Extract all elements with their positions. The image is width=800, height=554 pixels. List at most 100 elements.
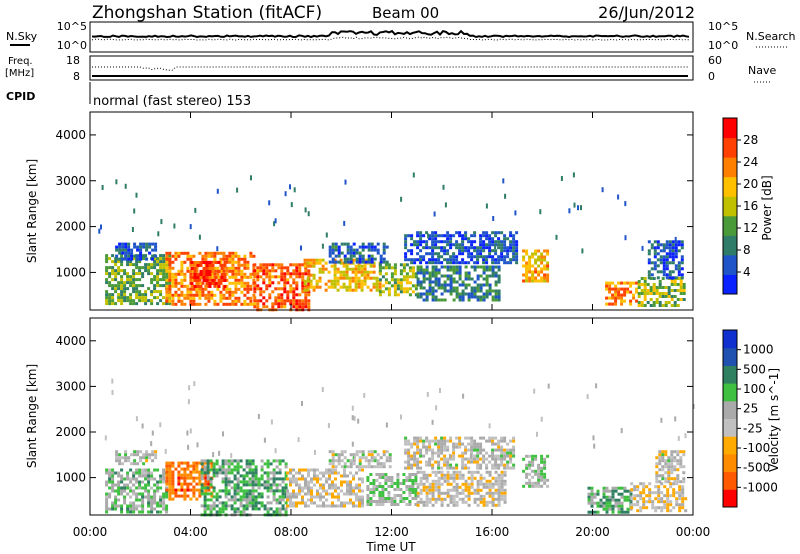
velocity-cell [278,501,282,505]
velocity-cell [138,474,142,478]
velocity-cell [245,465,249,469]
power-cell [455,268,459,272]
power-cell [138,266,142,270]
velocity-cell [446,491,450,495]
velocity-cell [171,476,175,480]
power-cell [608,290,612,294]
velocity-cell [209,507,213,511]
power-cell [624,201,627,207]
velocity-cell [313,483,316,487]
power-cell [123,272,127,276]
power-cell [246,287,250,291]
velocity-cell [633,485,637,489]
velocity-cell [260,483,264,487]
power-cell [614,284,618,288]
velocity-cell [534,484,538,488]
velocity-cell [372,488,376,491]
power-cell [555,234,558,240]
power-cell [168,287,172,291]
velocity-cell [679,456,683,460]
nsky-panel: N.Sky 10^5 10^0 10^5 10^0 N.Search [6,20,796,53]
velocity-cell [464,494,468,498]
velocity-cell [500,476,504,480]
velocity-cell [135,507,139,511]
power-cell [127,251,131,255]
velocity-cell [648,494,652,498]
power-cell [168,263,172,267]
velocity-cell [425,436,429,440]
power-cell [446,249,450,253]
velocity-cell [476,454,480,458]
velocity-cell [642,503,646,507]
power-cell [419,280,423,284]
power-cell [677,270,681,274]
velocity-cell [126,483,130,487]
power-cell [434,261,438,265]
power-cell [422,271,426,275]
velocity-cell [443,442,447,446]
power-cell [127,254,131,258]
power-cell [419,283,423,287]
power-cell [419,271,423,275]
power-cell [111,272,115,276]
velocity-cell [358,468,361,472]
power-cell [414,287,418,291]
velocity-cell [434,473,438,477]
velocity-cell [522,484,526,488]
velocity-cell [117,480,121,484]
power-cell [309,273,313,277]
power-cell [455,231,459,235]
power-cell [129,302,133,306]
velocity-cell [416,482,420,486]
power-cell [515,243,519,247]
velocity-cell [154,450,158,454]
velocity-cell [269,489,273,493]
velocity-cell [275,510,279,514]
velocity-cell [105,468,109,472]
velocity-cell [215,504,219,508]
power-cell [605,284,609,288]
power-cell [304,272,308,276]
power-cell [449,274,453,278]
power-cell [292,269,296,273]
power-cell [470,243,474,247]
velocity-cell [378,476,382,479]
power-cell [497,246,501,250]
power-cell [231,263,235,267]
power-cell [668,252,672,256]
velocity-cell [358,450,362,454]
velocity-cell [384,497,388,500]
velocity-cell [322,501,325,505]
velocity-cell [476,488,480,492]
power-cell [500,243,504,247]
nave-tick-bottom: 0 [708,70,715,83]
colorbar-swatch [723,471,737,490]
power-cell [301,299,305,303]
velocity-cell [373,465,377,469]
velocity-cell [278,483,282,487]
velocity-cell [331,501,334,505]
velocity-cell [678,509,682,513]
velocity-cell [313,501,316,505]
velocity-cell [189,482,193,486]
power-cell [434,237,438,241]
velocity-cell [387,476,391,479]
colorbar-swatch [723,365,737,384]
velocity-cell [485,485,489,489]
velocity-cell [349,462,353,466]
power-cell [151,254,155,258]
velocity-cell [148,453,152,457]
velocity-cell [372,494,376,497]
velocity-cell [340,459,344,463]
velocity-cell [230,468,234,472]
velocity-cell [340,501,343,505]
velocity-cell [257,501,261,505]
velocity-cell [440,439,444,443]
velocity-cell [491,485,495,489]
power-cell [470,295,474,299]
velocity-cell [593,501,597,505]
velocity-cell [657,497,661,501]
power-cell [265,272,269,276]
power-cell [144,302,148,306]
